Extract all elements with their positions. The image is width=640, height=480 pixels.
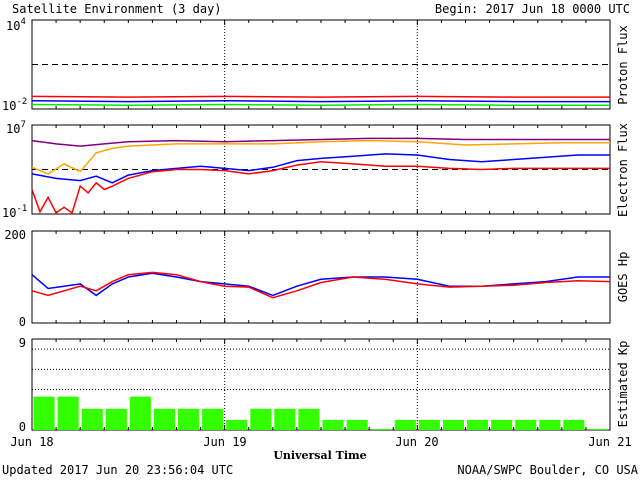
kp-bar	[418, 419, 440, 430]
kp-bar	[129, 396, 151, 430]
proton-series-red	[31, 95, 610, 98]
source-credit: NOAA/SWPC Boulder, CO USA	[457, 463, 638, 477]
kp-ytick-top: 9	[19, 336, 26, 350]
kp-ylabel: Estimated Kp	[616, 341, 630, 428]
kp-bar	[153, 408, 175, 430]
xtick-jun19: Jun 19	[203, 435, 246, 449]
proton-ytick-bottom: 10-2	[2, 97, 27, 113]
kp-bar	[178, 408, 200, 430]
kp-bar	[467, 419, 489, 430]
electron-series-purple	[31, 137, 610, 147]
proton-series-green	[31, 103, 610, 107]
proton-ytick-top: 104	[6, 17, 26, 33]
electron-ytick-bottom: 10-1	[2, 204, 27, 220]
electron-ylabel: Electron Flux	[616, 123, 630, 217]
kp-bar	[346, 419, 368, 430]
hp-panel-frame	[31, 230, 611, 324]
electron-ytick-top: 107	[6, 120, 26, 136]
xtick-jun20: Jun 20	[395, 435, 438, 449]
kp-bar	[322, 419, 344, 430]
x-axis-title: Universal Time	[273, 449, 366, 462]
electron-series-orange	[31, 139, 610, 175]
hp-ytick-bottom: 0	[19, 315, 26, 329]
updated-timestamp: Updated 2017 Jun 20 23:56:04 UTC	[2, 463, 233, 477]
kp-bar	[81, 408, 103, 430]
kp-bar	[202, 408, 224, 430]
kp-bar	[539, 419, 561, 430]
proton-ylabel: Proton Flux	[616, 25, 630, 104]
grid-lines	[31, 20, 611, 430]
kp-bar	[515, 419, 537, 430]
hp-ylabel: GOES Hp	[616, 252, 630, 303]
kp-bar	[587, 429, 609, 430]
begin-time: Begin: 2017 Jun 18 0000 UTC	[435, 2, 630, 16]
kp-bar	[370, 429, 392, 430]
proton-series-blue	[31, 100, 610, 103]
kp-bar	[442, 419, 464, 430]
kp-bar	[226, 419, 248, 430]
kp-bar	[394, 419, 416, 430]
kp-bar	[298, 408, 320, 430]
kp-bar	[33, 396, 55, 430]
data-marks	[31, 95, 611, 430]
plot-title: Satellite Environment (3 day)	[12, 2, 222, 16]
kp-bar	[274, 408, 296, 430]
kp-bar	[491, 419, 513, 430]
kp-bar	[563, 419, 585, 430]
xtick-jun18: Jun 18	[10, 435, 53, 449]
hp-ytick-top: 200	[4, 228, 26, 242]
kp-bar	[250, 408, 272, 430]
kp-ytick-bottom: 0	[19, 420, 26, 434]
xtick-jun21: Jun 21	[588, 435, 631, 449]
electron-series-blue	[31, 153, 610, 184]
hp-series-red	[31, 271, 611, 299]
electron-series-red	[31, 160, 610, 215]
kp-bar	[105, 408, 127, 430]
kp-bar	[57, 396, 79, 430]
